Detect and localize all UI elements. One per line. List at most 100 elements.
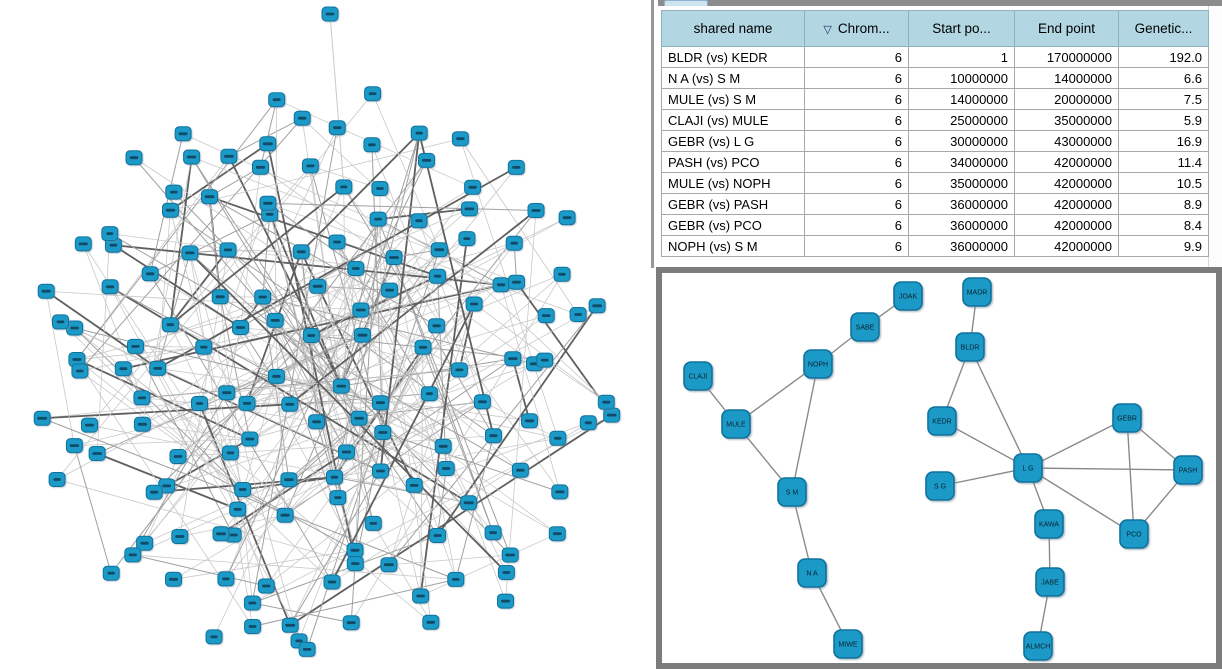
network-node[interactable]: [136, 535, 154, 551]
network-node[interactable]: [171, 529, 189, 544]
network-node[interactable]: [308, 414, 326, 430]
network-node[interactable]: [364, 86, 382, 102]
table-cell[interactable]: 10.5: [1118, 172, 1209, 194]
network-node[interactable]: [458, 231, 476, 247]
network-edge[interactable]: [60, 321, 333, 583]
network-node[interactable]: [511, 462, 529, 478]
filter-funnel-icon[interactable]: ▽: [823, 24, 832, 36]
network-node[interactable]: [141, 266, 159, 282]
network-edge[interactable]: [76, 99, 278, 360]
network-edge[interactable]: [382, 432, 421, 597]
network-edge[interactable]: [334, 437, 558, 478]
table-row[interactable]: GEBR (vs) PASH 6 36000000 42000000 8.9: [661, 193, 1209, 215]
network-node[interactable]: [66, 320, 84, 336]
network-node[interactable]: S M: [777, 477, 807, 507]
column-header-3[interactable]: End point: [1014, 10, 1119, 47]
network-edge[interactable]: [157, 166, 517, 370]
table-cell[interactable]: 7.5: [1118, 88, 1209, 110]
network-edge[interactable]: [246, 309, 362, 404]
table-cell[interactable]: 6: [804, 88, 909, 110]
table-cell[interactable]: 10000000: [908, 67, 1015, 89]
network-node[interactable]: [195, 339, 213, 355]
network-node[interactable]: [280, 472, 298, 488]
network-node[interactable]: [267, 368, 285, 384]
network-edge[interactable]: [458, 303, 475, 371]
network-node[interactable]: [127, 338, 144, 354]
network-edge[interactable]: [336, 241, 457, 580]
network-edge[interactable]: [301, 117, 607, 403]
network-edge[interactable]: [340, 385, 374, 524]
network-node[interactable]: [385, 250, 403, 265]
network-edge[interactable]: [173, 191, 312, 336]
network-node[interactable]: [346, 542, 364, 558]
network-node[interactable]: [460, 495, 478, 511]
network-node[interactable]: [149, 360, 167, 376]
network-node[interactable]: [335, 179, 353, 195]
table-cell[interactable]: 6: [804, 151, 909, 173]
table-cell[interactable]: 6: [804, 214, 909, 236]
network-edge[interactable]: [191, 156, 517, 283]
network-edge[interactable]: [289, 335, 312, 405]
table-cell[interactable]: 8.9: [1118, 193, 1209, 215]
network-node[interactable]: [221, 445, 239, 461]
network-node[interactable]: [162, 202, 179, 218]
network-edge[interactable]: [260, 99, 278, 168]
network-edge[interactable]: [226, 359, 545, 394]
network-node[interactable]: [254, 289, 272, 305]
network-edge[interactable]: [393, 257, 457, 580]
network-node[interactable]: [229, 501, 247, 517]
network-node[interactable]: BLDR: [955, 332, 985, 362]
network-edge[interactable]: [142, 217, 568, 425]
network-edge[interactable]: [340, 249, 440, 387]
network-edge[interactable]: [422, 347, 494, 533]
network-node[interactable]: [218, 385, 236, 401]
table-row[interactable]: PASH (vs) PCO 6 34000000 42000000 11.4: [661, 151, 1209, 173]
table-scrollbar-track[interactable]: [1208, 6, 1222, 267]
network-node[interactable]: [420, 386, 438, 402]
network-node[interactable]: [504, 351, 522, 367]
network-edge[interactable]: [219, 296, 356, 551]
network-node[interactable]: S G: [925, 471, 955, 501]
network-node[interactable]: [414, 339, 432, 355]
network-node[interactable]: [234, 482, 252, 497]
table-row[interactable]: MULE (vs) S M 6 14000000 20000000 7.5: [661, 88, 1209, 110]
network-node[interactable]: [48, 472, 66, 487]
network-edge[interactable]: [79, 370, 243, 490]
network-edge[interactable]: [170, 138, 461, 211]
network-node[interactable]: [326, 469, 343, 485]
network-node[interactable]: [243, 595, 261, 611]
network-edge[interactable]: [311, 160, 427, 336]
network-edge[interactable]: [377, 218, 511, 556]
table-row[interactable]: N A (vs) S M 6 10000000 14000000 6.6: [661, 67, 1209, 89]
network-node[interactable]: [508, 274, 525, 290]
network-edge[interactable]: [340, 132, 420, 387]
network-node[interactable]: [569, 307, 587, 322]
network-edge[interactable]: [242, 489, 356, 551]
network-edge[interactable]: [220, 167, 517, 535]
table-cell[interactable]: 35000000: [1014, 109, 1119, 131]
network-edge[interactable]: [437, 275, 607, 403]
network-node[interactable]: GEBR: [1112, 403, 1142, 433]
network-node[interactable]: [464, 179, 482, 195]
network-edge[interactable]: [343, 186, 561, 493]
network-edge[interactable]: [418, 132, 495, 436]
network-edge[interactable]: [112, 244, 242, 329]
network-node[interactable]: [201, 189, 218, 205]
table-cell[interactable]: 36000000: [908, 214, 1015, 236]
network-node[interactable]: [74, 236, 92, 252]
table-cell[interactable]: 14000000: [1014, 67, 1119, 89]
network-node[interactable]: [429, 268, 446, 284]
network-edge[interactable]: [969, 346, 1029, 469]
network-edge[interactable]: [267, 202, 390, 291]
network-edge[interactable]: [109, 286, 277, 377]
network-node[interactable]: [437, 461, 455, 476]
network-edge[interactable]: [82, 243, 143, 399]
network-node[interactable]: [588, 298, 606, 314]
network-edge[interactable]: [132, 392, 228, 556]
table-row[interactable]: GEBR (vs) L G 6 30000000 43000000 16.9: [661, 130, 1209, 152]
table-cell[interactable]: 35000000: [908, 172, 1015, 194]
network-edge[interactable]: [225, 418, 360, 580]
network-node[interactable]: KAWA: [1034, 509, 1064, 539]
network-node[interactable]: [266, 312, 284, 328]
network-node[interactable]: [451, 131, 469, 147]
